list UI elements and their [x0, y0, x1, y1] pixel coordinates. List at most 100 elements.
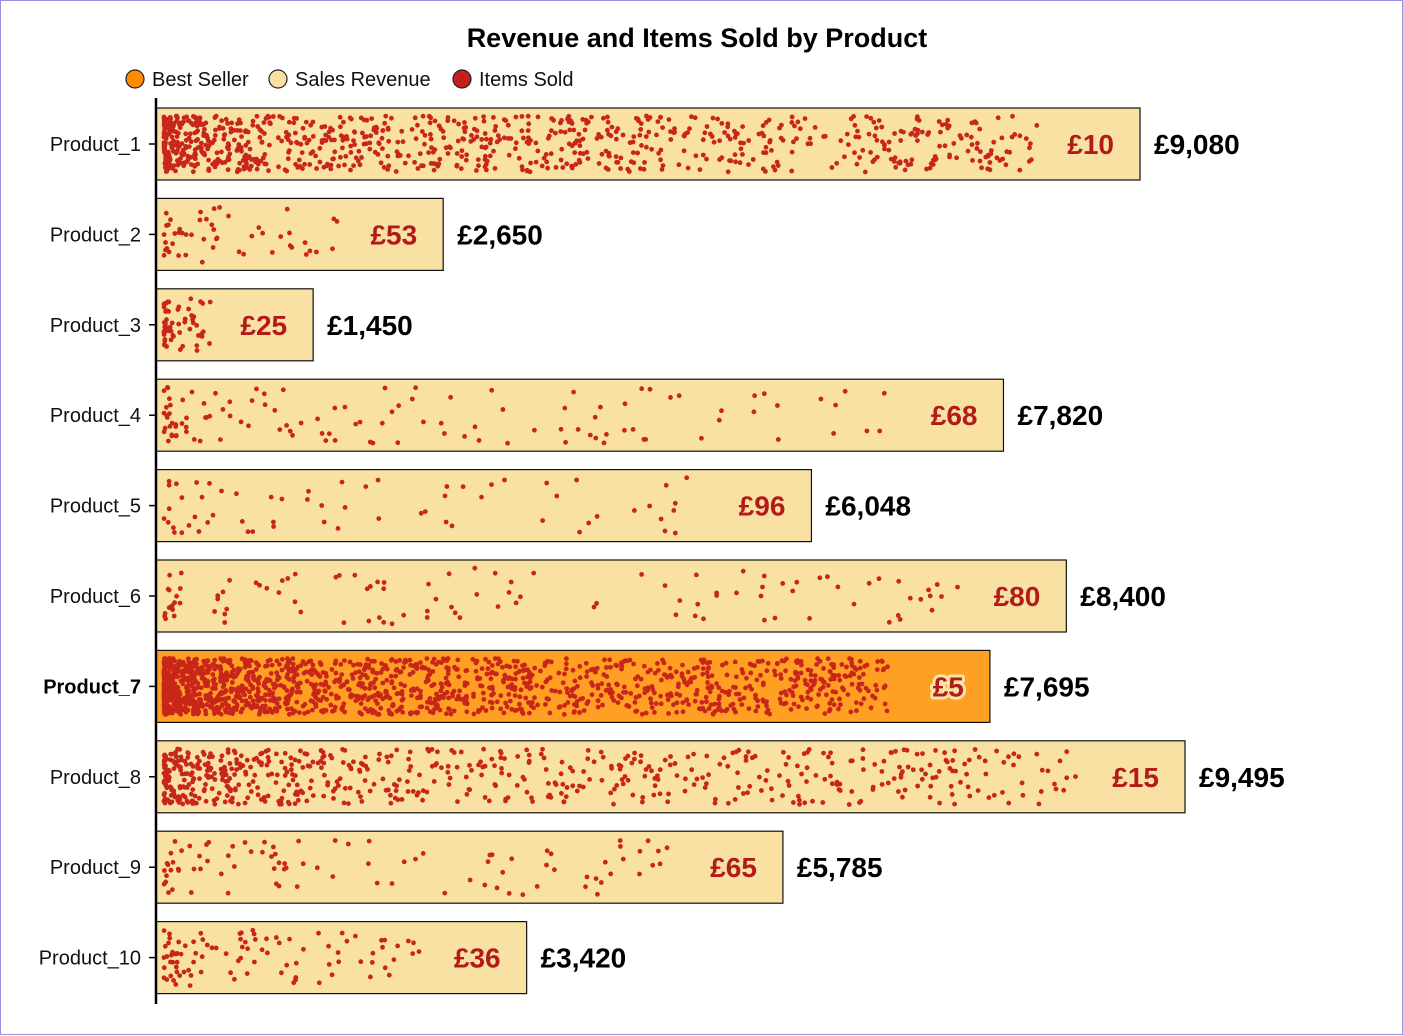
items-sold-dot: [238, 955, 244, 961]
items-sold-dot: [279, 656, 285, 662]
items-sold-dot: [161, 955, 167, 960]
items-sold-dot: [388, 657, 394, 663]
items-sold-dot: [220, 589, 226, 595]
items-sold-dot: [879, 658, 885, 664]
items-sold-dot: [318, 662, 324, 668]
items-sold-dot: [856, 134, 862, 140]
items-sold-dot: [172, 231, 178, 236]
items-sold-dot: [326, 684, 331, 690]
items-sold-dot: [276, 704, 282, 710]
items-sold-dot: [420, 664, 425, 670]
items-sold-dot: [220, 773, 226, 779]
items-sold-dots-product-2: [161, 205, 340, 265]
items-sold-dot: [359, 155, 364, 160]
items-sold-dot: [374, 880, 380, 886]
items-sold-dot: [822, 711, 828, 716]
legend-item-best-seller: Best Seller: [125, 69, 249, 91]
items-sold-dot: [427, 709, 433, 715]
items-sold-dot: [292, 571, 298, 577]
items-sold-dot: [342, 658, 347, 663]
items-sold-dot: [845, 692, 851, 697]
items-sold-dot: [479, 494, 484, 500]
price-label-product-2: £53: [370, 219, 417, 250]
items-sold-dot: [388, 800, 394, 806]
items-sold-dot: [491, 115, 496, 120]
items-sold-dot: [642, 686, 648, 692]
items-sold-dot: [604, 432, 609, 437]
items-sold-dot: [206, 138, 211, 144]
items-sold-dot: [162, 757, 168, 762]
items-sold-dot: [386, 163, 392, 169]
items-sold-dot: [649, 705, 655, 710]
items-sold-dot: [778, 690, 784, 696]
items-sold-dot: [763, 144, 769, 150]
items-sold-dot: [197, 853, 202, 859]
items-sold-dot: [479, 666, 485, 671]
items-sold-dot: [173, 168, 178, 174]
items-sold-dot: [507, 698, 513, 704]
items-sold-dot: [577, 710, 582, 715]
items-sold-dot: [765, 660, 771, 666]
items-sold-dot: [1039, 767, 1045, 773]
items-sold-dot: [574, 699, 580, 705]
items-sold-dot: [571, 710, 577, 715]
items-sold-dot: [224, 793, 230, 798]
items-sold-dot: [257, 135, 263, 140]
items-sold-dot: [238, 145, 244, 150]
items-sold-dot: [339, 672, 345, 677]
items-sold-dot: [394, 747, 400, 753]
items-sold-dot: [716, 705, 722, 710]
items-sold-dot: [558, 157, 564, 163]
items-sold-dot: [290, 686, 295, 692]
items-sold-dot: [248, 163, 254, 169]
items-sold-dot: [483, 144, 489, 150]
items-sold-dot: [799, 662, 804, 668]
items-sold-dot: [779, 658, 785, 664]
items-sold-dot: [445, 769, 451, 775]
items-sold-dot: [623, 689, 629, 695]
items-sold-dot: [743, 754, 749, 759]
items-sold-dot: [189, 232, 194, 238]
items-sold-dot: [166, 482, 172, 488]
items-sold-dot: [821, 750, 826, 756]
items-sold-dot: [348, 143, 354, 149]
items-sold-dot: [527, 670, 532, 675]
items-sold-dot: [797, 801, 802, 807]
items-sold-dot: [721, 755, 727, 761]
items-sold-dot: [319, 138, 325, 143]
items-sold-dot: [170, 859, 176, 865]
items-sold-dot: [323, 438, 329, 443]
items-sold-dot: [250, 927, 256, 933]
items-sold-dot: [285, 694, 290, 700]
items-sold-dot: [289, 706, 294, 711]
items-sold-dot: [819, 677, 825, 682]
items-sold-dot: [185, 707, 191, 713]
items-sold-dot: [203, 683, 208, 688]
items-sold-dot: [443, 658, 449, 663]
items-sold-dot: [677, 598, 683, 603]
items-sold-dot: [445, 151, 451, 156]
items-sold-dot: [341, 682, 347, 688]
items-sold-dot: [409, 396, 415, 402]
items-sold-dot: [385, 153, 391, 159]
items-sold-dot: [333, 658, 339, 664]
items-sold-dot: [193, 114, 198, 120]
items-sold-dot: [717, 761, 723, 767]
items-sold-dot: [549, 128, 554, 134]
items-sold-dot: [263, 692, 268, 698]
items-sold-dot: [420, 113, 426, 119]
items-sold-dot: [170, 332, 176, 338]
items-sold-dot: [479, 683, 485, 689]
items-sold-dot: [252, 772, 258, 778]
items-sold-dot: [452, 610, 458, 616]
items-sold-dot: [279, 496, 285, 502]
items-sold-dot: [201, 150, 207, 156]
items-sold-dot: [443, 519, 449, 525]
items-sold-dot: [441, 135, 447, 141]
items-sold-dot: [328, 162, 334, 168]
items-sold-dot: [621, 684, 627, 690]
items-sold-dot: [831, 431, 836, 436]
items-sold-dot: [229, 670, 235, 675]
items-sold-dot: [978, 149, 983, 155]
items-sold-dot: [192, 657, 198, 663]
